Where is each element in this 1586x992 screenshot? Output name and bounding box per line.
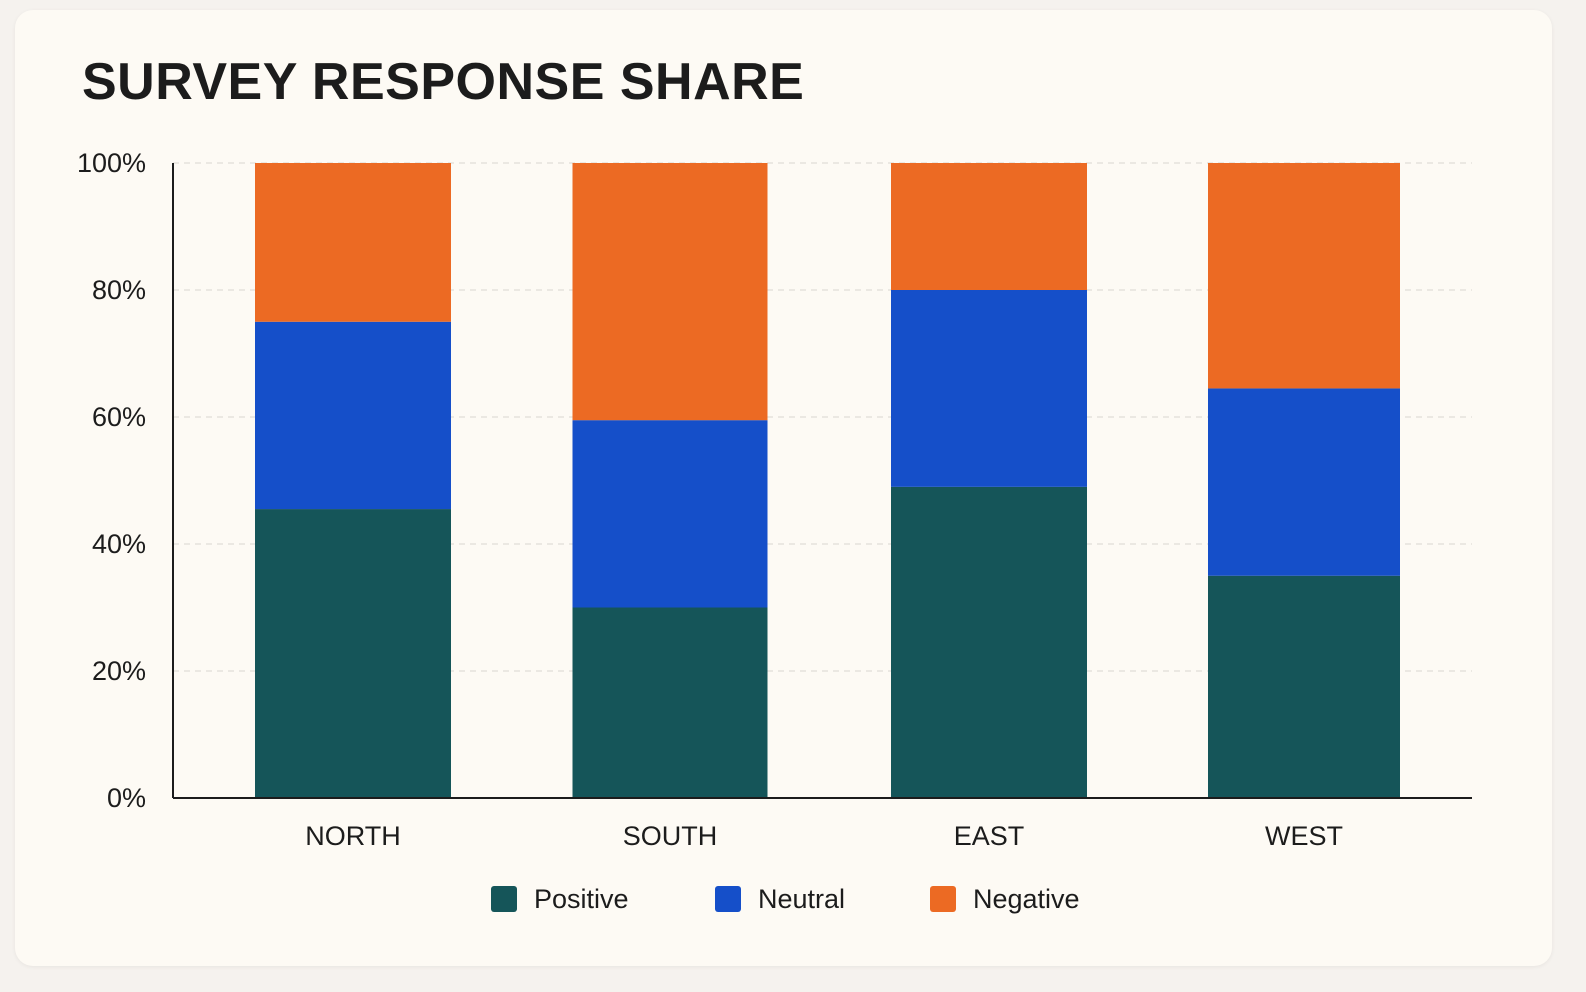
legend-swatch-negative [930, 886, 956, 912]
y-tick-label: 80% [92, 275, 146, 305]
bar-east-negative [891, 163, 1087, 290]
x-category-label: SOUTH [623, 821, 718, 851]
y-tick-label: 40% [92, 529, 146, 559]
y-tick-label: 20% [92, 656, 146, 686]
axes [172, 163, 1472, 799]
y-tick-label: 0% [107, 783, 146, 813]
bar-east-positive [891, 486, 1087, 798]
bar-north-neutral [255, 321, 451, 510]
y-tick-label: 60% [92, 402, 146, 432]
legend-label-positive: Positive [534, 884, 629, 914]
x-category-label: NORTH [305, 821, 401, 851]
bars [255, 163, 1400, 798]
legend-swatch-neutral [715, 886, 741, 912]
x-category-label: EAST [954, 821, 1025, 851]
bar-west-neutral [1208, 388, 1400, 576]
bar-south-negative [572, 163, 768, 421]
bar-south-neutral [572, 420, 768, 608]
y-tick-label: 100% [77, 148, 146, 178]
bar-east-neutral [891, 290, 1087, 487]
x-category-label: WEST [1265, 821, 1343, 851]
legend-swatch-positive [491, 886, 517, 912]
bar-west-positive [1208, 575, 1400, 798]
bar-north-positive [255, 509, 451, 798]
bar-west-negative [1208, 163, 1400, 389]
labels: 0% 20% 40% 60% 80% 100% NORTH SOUTH EAST WEST [77, 148, 1343, 851]
legend-label-negative: Negative [973, 884, 1080, 914]
chart-title: SURVEY RESPONSE SHARE [82, 53, 805, 111]
bar-south-positive [572, 607, 768, 798]
legend-label-neutral: Neutral [758, 884, 845, 914]
legend: Positive Neutral Negative [491, 884, 1080, 914]
bar-north-negative [255, 163, 451, 322]
